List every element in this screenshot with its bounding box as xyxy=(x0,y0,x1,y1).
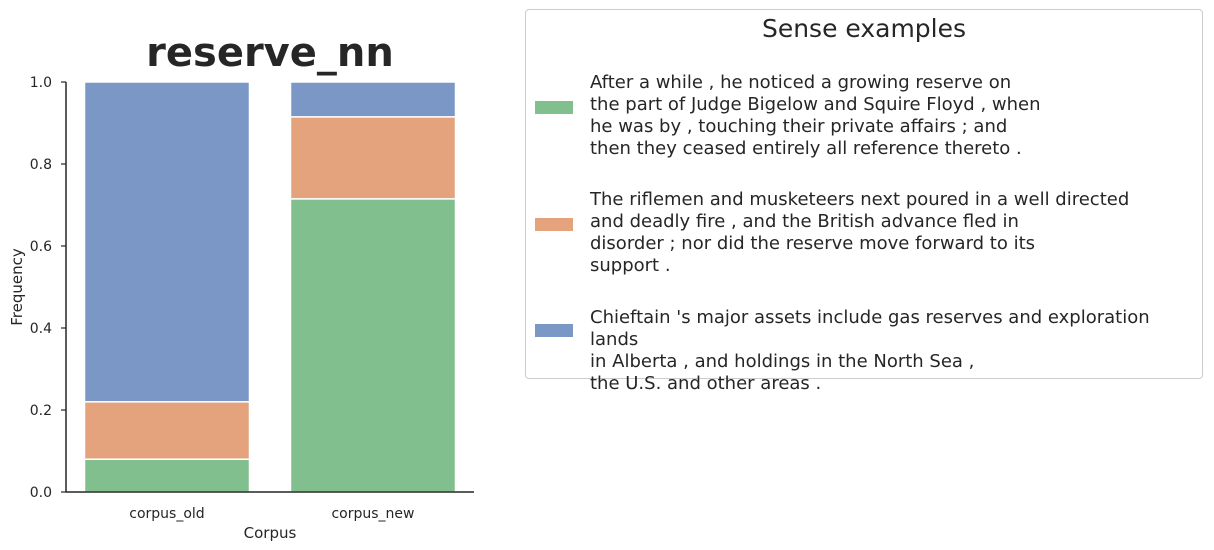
y-tick-label: 0.4 xyxy=(30,321,52,337)
legend-text-1: After a while , he noticed a growing res… xyxy=(590,72,1041,159)
y-tick-label: 0.2 xyxy=(30,403,52,419)
bar-corpus_old-segment-2 xyxy=(83,401,251,460)
bar-corpus_new-segment-1 xyxy=(289,198,457,493)
x-tick-label: corpus_new xyxy=(331,506,414,522)
y-axis: 0.0 0.2 0.4 0.6 0.8 1.0 xyxy=(30,75,67,501)
legend-swatch-1 xyxy=(535,101,573,114)
y-tick-label: 0.0 xyxy=(30,485,52,501)
bar-corpus_old-segment-1 xyxy=(83,458,251,493)
bar-corpus_old-segment-3 xyxy=(83,81,251,403)
bar-corpus_new-segment-2 xyxy=(289,116,457,200)
legend-swatch-2 xyxy=(535,218,573,231)
bar-corpus_new-segment-3 xyxy=(289,81,457,118)
legend-swatch-3 xyxy=(535,324,573,337)
chart-title: reserve_nn xyxy=(146,30,394,76)
y-tick-label: 1.0 xyxy=(30,75,52,91)
x-tick-label: corpus_old xyxy=(129,506,204,522)
y-axis-label: Frequency xyxy=(8,248,26,326)
legend-title: Sense examples xyxy=(761,14,967,43)
bars-group xyxy=(83,81,457,493)
chart: reserve_nn 0.0 0.2 0.4 0.6 0.8 1.0 corpus_old… xyxy=(8,30,474,542)
legend: Sense examples After a while , he notice… xyxy=(525,9,1203,394)
y-tick-label: 0.6 xyxy=(30,239,52,255)
legend-text-3: Chieftain 's major assets include gas re… xyxy=(590,307,1150,394)
x-axis-label: Corpus xyxy=(244,524,297,542)
y-tick-label: 0.8 xyxy=(30,157,52,173)
legend-text-2: The riflemen and musketeers next poured … xyxy=(590,189,1130,276)
x-axis: corpus_old corpus_new xyxy=(66,491,474,522)
